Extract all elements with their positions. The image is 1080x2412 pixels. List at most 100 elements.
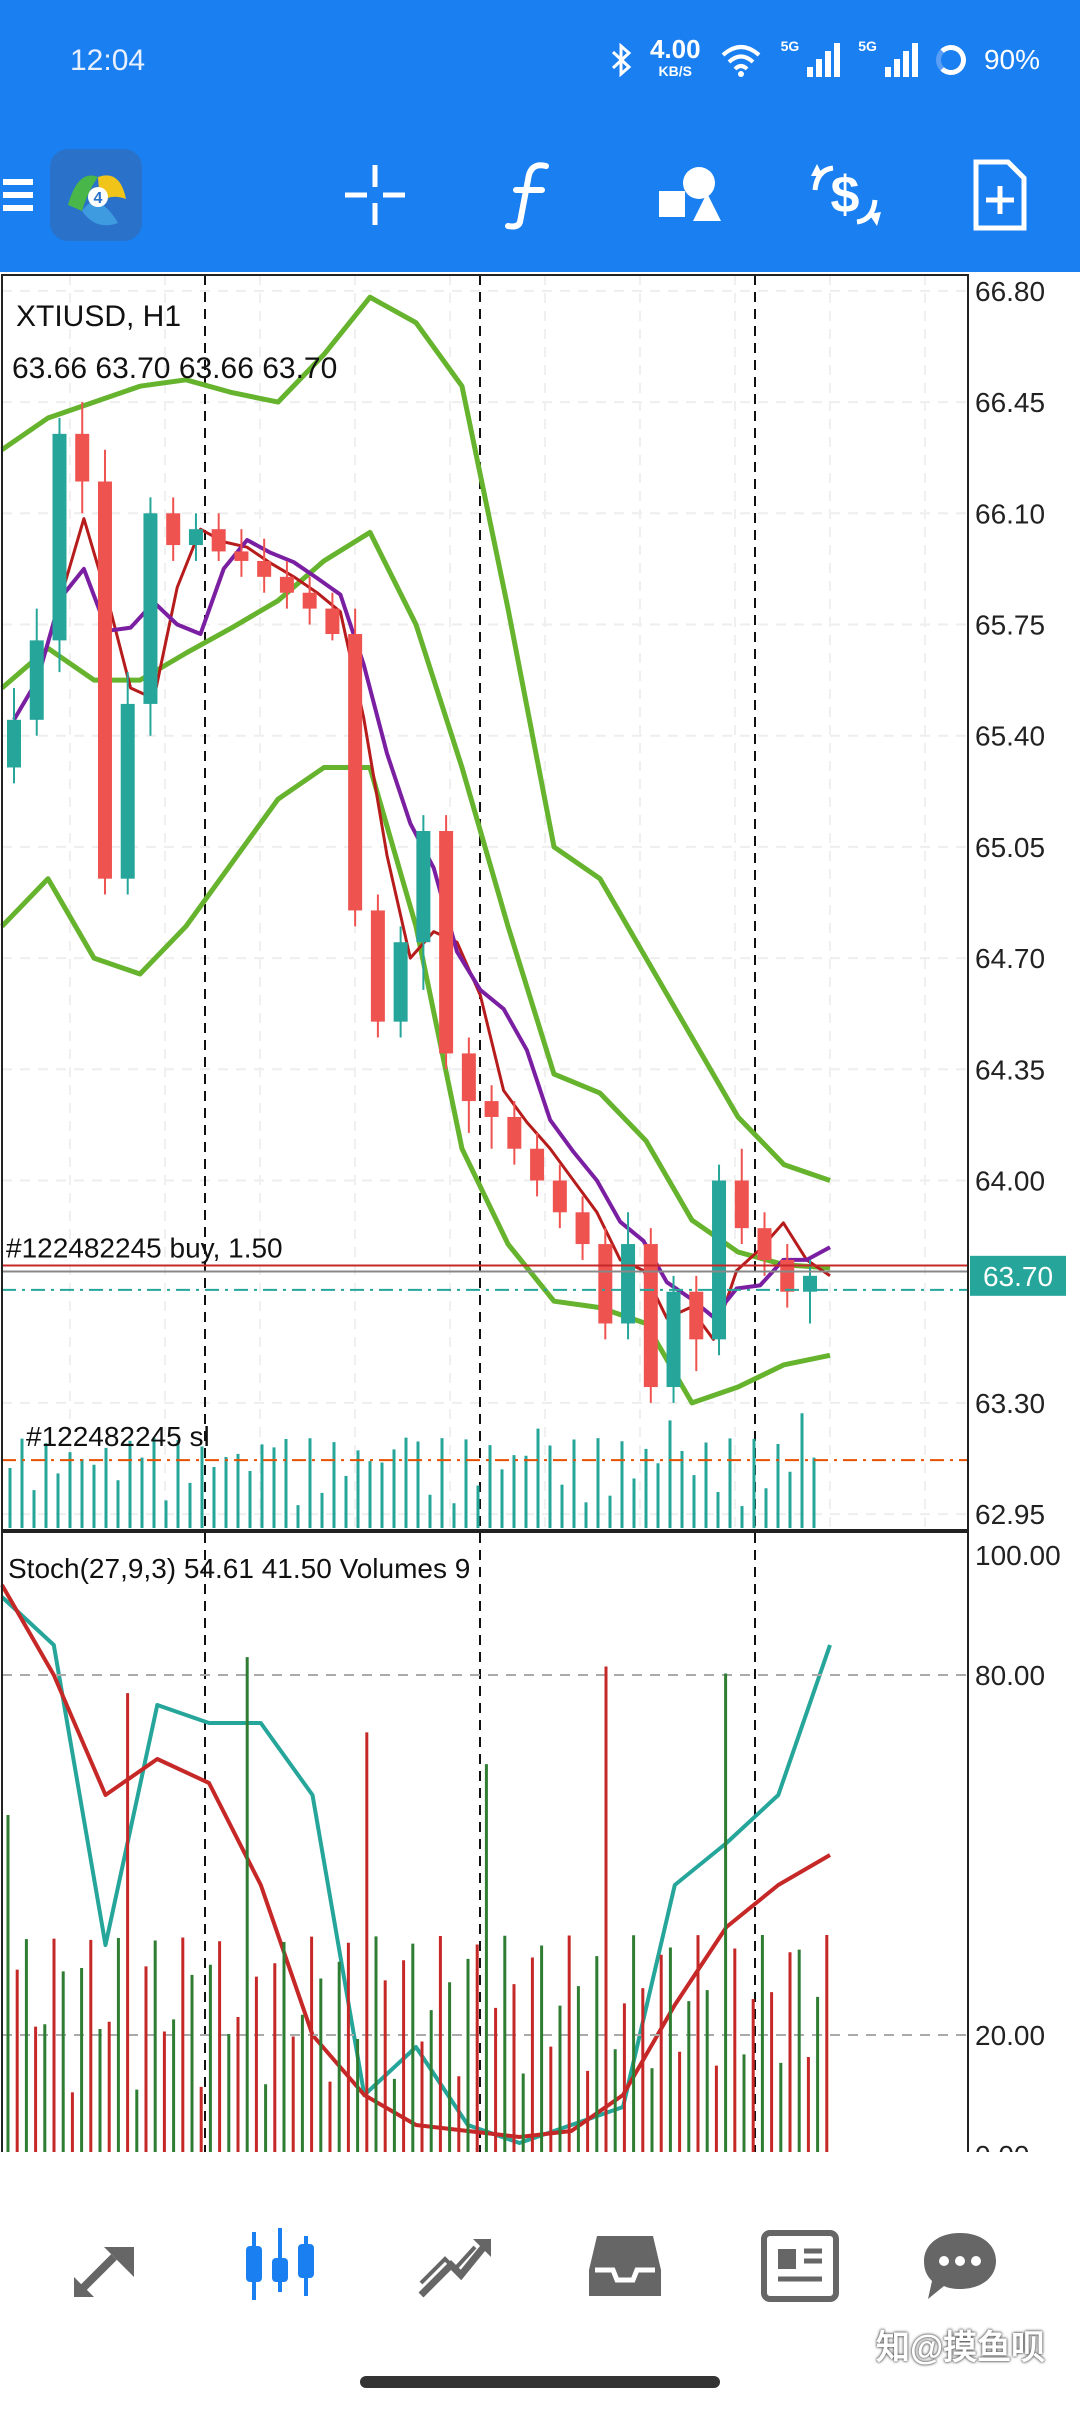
new-order-icon[interactable] bbox=[960, 140, 1040, 250]
chart-tab[interactable] bbox=[220, 2196, 340, 2336]
candle-body bbox=[575, 1212, 590, 1245]
menu-icon[interactable] bbox=[0, 140, 40, 250]
stoch-indicator-label: Stoch(27,9,3) 54.61 41.50 Volumes 9 bbox=[8, 1553, 470, 1584]
candle-body bbox=[461, 1053, 476, 1102]
bottom-nav bbox=[0, 2196, 1080, 2366]
candle-body bbox=[507, 1116, 522, 1149]
bollinger-lower-line bbox=[0, 765, 831, 1406]
chart-area[interactable]: 63.70 66.80 66.45 66.10 65.75 65.40 65.05 64.7… bbox=[0, 272, 1080, 2205]
price-tick-label: 63.30 bbox=[975, 1388, 1045, 1419]
bluetooth-icon bbox=[611, 43, 632, 77]
stoch-tick-label: 20.00 bbox=[975, 2020, 1045, 2051]
candle-body bbox=[143, 513, 158, 704]
candle-body bbox=[257, 560, 272, 577]
svg-text:$: $ bbox=[831, 166, 860, 224]
news-tab[interactable] bbox=[740, 2196, 860, 2336]
metatrader-logo[interactable]: 4 bbox=[46, 140, 146, 250]
watermark: 知@摸鱼呗 bbox=[876, 2329, 1046, 2367]
stoch-tick-label: 80.00 bbox=[975, 1660, 1045, 1691]
price-pane-frame bbox=[1, 274, 969, 1531]
chat-tab[interactable] bbox=[900, 2196, 1020, 2336]
candle-body bbox=[120, 703, 135, 879]
candle-body bbox=[552, 1180, 567, 1213]
candle-body bbox=[75, 433, 90, 482]
candle-body bbox=[97, 481, 112, 879]
price-tick-label: 65.75 bbox=[975, 609, 1045, 640]
price-chart[interactable]: 63.70 66.80 66.45 66.10 65.75 65.40 65.05 64.7… bbox=[0, 272, 1080, 2205]
status-time: 12:04 bbox=[70, 44, 146, 77]
candle-body bbox=[621, 1244, 636, 1324]
price-tick-label: 65.05 bbox=[975, 832, 1045, 863]
app-header: 12:04 4.00 KB/S 5G 5G 90% bbox=[0, 0, 1080, 272]
candle-body bbox=[234, 551, 249, 561]
chat-icon bbox=[924, 2233, 996, 2299]
candle-body bbox=[52, 433, 67, 641]
stoch-tick-label: 100.00 bbox=[975, 1540, 1061, 1571]
price-tick-label: 64.00 bbox=[975, 1166, 1045, 1197]
svg-text:4: 4 bbox=[94, 190, 103, 207]
quotes-tab[interactable] bbox=[50, 2196, 170, 2336]
candle-body bbox=[279, 576, 294, 593]
battery-level: 90% bbox=[983, 44, 1040, 75]
price-tick-label: 66.80 bbox=[975, 276, 1045, 307]
signal-label-2: 5G bbox=[858, 38, 877, 54]
candle-body bbox=[643, 1244, 658, 1388]
price-tick-label: 66.45 bbox=[975, 387, 1045, 418]
net-speed: 4.00 KB/S bbox=[649, 34, 701, 79]
battery-icon bbox=[935, 45, 966, 75]
status-icons: 4.00 KB/S 5G 5G 90% bbox=[610, 34, 1040, 82]
history-tab[interactable] bbox=[565, 2196, 685, 2336]
candle-body bbox=[530, 1148, 545, 1181]
trade-tab-icon bbox=[418, 2239, 491, 2298]
ohlc-label: 63.66 63.70 63.66 63.70 bbox=[12, 352, 337, 385]
candle-body bbox=[484, 1101, 499, 1117]
wifi-icon bbox=[721, 45, 760, 77]
candle-body bbox=[416, 831, 431, 943]
buy-order-label: #122482245 buy, 1.50 bbox=[6, 1232, 283, 1263]
candle-body bbox=[166, 513, 181, 546]
candle-body bbox=[757, 1228, 772, 1260]
candle-body bbox=[393, 942, 408, 1022]
stoch-main-line bbox=[0, 1595, 832, 2145]
trade-icon[interactable]: $ bbox=[795, 140, 895, 250]
stoch-signal-line bbox=[0, 1584, 832, 2139]
candle-body bbox=[348, 634, 363, 911]
stoch-tick-label: 0.00 bbox=[975, 2140, 1030, 2152]
home-indicator[interactable] bbox=[360, 2376, 720, 2388]
news-icon bbox=[761, 2230, 839, 2302]
signal-icon-2 bbox=[884, 43, 918, 77]
signal-icon-1 bbox=[807, 43, 841, 77]
candle-body bbox=[325, 608, 340, 635]
price-tag-box bbox=[970, 1255, 1066, 1296]
price-tag-label: 63.70 bbox=[983, 1261, 1053, 1292]
price-tick-label: 64.35 bbox=[975, 1054, 1045, 1085]
candle-body bbox=[7, 719, 21, 768]
candle-body bbox=[188, 529, 203, 546]
candle-body bbox=[780, 1259, 795, 1292]
candle-body bbox=[211, 529, 226, 552]
symbol-label: XTIUSD, H1 bbox=[16, 300, 181, 333]
candle-body bbox=[29, 640, 44, 720]
candle-body bbox=[439, 831, 454, 1054]
candle-body bbox=[666, 1291, 681, 1388]
candle-body bbox=[598, 1244, 613, 1324]
crosshair-icon[interactable] bbox=[330, 140, 420, 250]
price-tick-label: 66.10 bbox=[975, 498, 1045, 529]
bollinger-upper-line bbox=[0, 294, 831, 1183]
candle-body bbox=[689, 1291, 704, 1340]
chart-tab-icon bbox=[246, 2228, 314, 2300]
trade-tab[interactable] bbox=[395, 2196, 515, 2336]
indicators-icon[interactable] bbox=[485, 140, 575, 250]
inbox-icon bbox=[589, 2236, 661, 2296]
price-tick-label: 62.95 bbox=[975, 1499, 1045, 1530]
candle-body bbox=[370, 910, 385, 1022]
signal-label-1: 5G bbox=[780, 38, 800, 54]
candle-body bbox=[302, 592, 317, 609]
candle-body bbox=[734, 1180, 749, 1229]
sl-order-label: #122482245 sl bbox=[26, 1421, 210, 1452]
candle-body bbox=[712, 1180, 727, 1340]
bollinger-middle-line bbox=[0, 529, 831, 1271]
price-tick-label: 65.40 bbox=[975, 721, 1045, 752]
quotes-icon bbox=[74, 2247, 134, 2297]
objects-icon[interactable] bbox=[640, 140, 740, 250]
